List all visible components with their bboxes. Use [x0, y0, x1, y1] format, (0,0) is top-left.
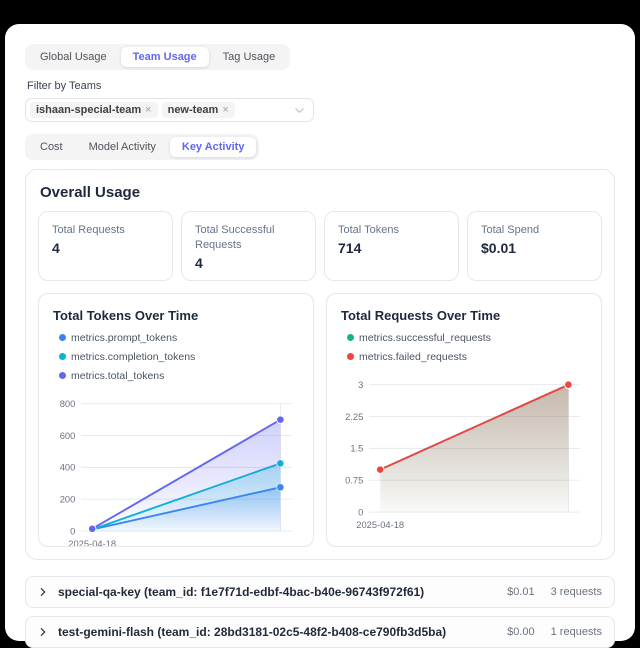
key-row-test-gemini-flash[interactable]: test-gemini-flash (team_id: 28bd3181-02c… [25, 616, 615, 648]
stat-label: Total Requests [52, 224, 125, 236]
svg-text:400: 400 [60, 463, 76, 473]
legend-dot-icon [347, 353, 354, 360]
svg-text:600: 600 [60, 431, 76, 441]
key-rows-list: special-qa-key (team_id: f1e7f71d-edbf-4… [25, 576, 615, 648]
svg-text:0.75: 0.75 [345, 475, 363, 485]
svg-text:1.5: 1.5 [350, 444, 363, 454]
stat-label: Total Tokens [338, 224, 399, 236]
chart-title: Total Requests Over Time [341, 308, 501, 323]
tokens-over-time-chart: 0 200 400 600 800 2025-04-18 [60, 399, 292, 547]
stat-value: 4 [52, 239, 60, 256]
svg-text:800: 800 [60, 399, 76, 409]
usage-tabbar: Global Usage Team Usage Tag Usage [25, 44, 291, 70]
stat-total-spend: Total Spend $0.01 [467, 211, 602, 281]
requests-over-time-chart: 0 0.75 1.5 2.25 3 2025-04-18 [345, 380, 580, 530]
stat-total-successful-requests: Total Successful Requests 4 [181, 211, 316, 281]
chevron-down-icon[interactable] [294, 105, 305, 116]
remove-tag-icon[interactable]: × [222, 104, 229, 116]
stat-value: 4 [195, 254, 203, 271]
legend-item: metrics.total_tokens [59, 368, 164, 383]
total-tokens-chart-card: Total Tokens Over Time metrics.prompt_to… [38, 293, 314, 547]
filter-by-teams-label: Filter by Teams [27, 80, 102, 92]
stat-total-tokens: Total Tokens 714 [324, 211, 459, 281]
remove-tag-icon[interactable]: × [145, 104, 152, 116]
legend-label: metrics.failed_requests [359, 350, 467, 363]
chart-legend: metrics.successful_requests metrics.faile… [347, 330, 589, 364]
key-row-special-qa-key[interactable]: special-qa-key (team_id: f1e7f71d-edbf-4… [25, 576, 615, 608]
key-spend: $0.01 [507, 586, 535, 598]
legend-dot-icon [347, 334, 354, 341]
legend-dot-icon [59, 372, 66, 379]
charts-grid: Total Tokens Over Time metrics.prompt_to… [38, 293, 602, 547]
activity-tabbar: Cost Model Activity Key Activity [25, 134, 260, 160]
team-filter-select[interactable]: ishaan-special-team × new-team × [25, 98, 314, 122]
tab-global-usage[interactable]: Global Usage [40, 51, 107, 63]
total-requests-chart-card: Total Requests Over Time metrics.success… [326, 293, 602, 547]
team-tag[interactable]: ishaan-special-team × [30, 102, 158, 118]
legend-label: metrics.prompt_tokens [71, 331, 178, 344]
team-tag-label: ishaan-special-team [36, 104, 142, 116]
legend-item: metrics.prompt_tokens [59, 330, 177, 345]
key-spend: $0.00 [507, 626, 535, 638]
overall-usage-title: Overall Usage [40, 184, 141, 201]
dashboard-page: Global Usage Team Usage Tag Usage Filter… [5, 24, 635, 648]
legend-item: metrics.failed_requests [347, 349, 467, 364]
chevron-right-icon [38, 587, 48, 597]
key-request-count: 1 requests [550, 626, 602, 638]
legend-label: metrics.successful_requests [359, 331, 491, 344]
tab-cost[interactable]: Cost [40, 141, 63, 153]
tab-model-activity[interactable]: Model Activity [88, 141, 156, 153]
svg-text:0: 0 [358, 507, 363, 517]
stat-value: 714 [338, 239, 362, 256]
team-tag-label: new-team [167, 104, 219, 116]
key-name: special-qa-key (team_id: f1e7f71d-edbf-4… [58, 585, 425, 599]
stat-value: $0.01 [481, 239, 517, 256]
stat-total-requests: Total Requests 4 [38, 211, 173, 281]
chart-title: Total Tokens Over Time [53, 308, 199, 323]
svg-text:0: 0 [70, 526, 75, 536]
chevron-right-icon [38, 627, 48, 637]
overall-usage-card: Overall Usage Total Requests 4 Total Suc… [25, 169, 615, 560]
legend-dot-icon [59, 353, 66, 360]
stats-grid: Total Requests 4 Total Successful Reques… [38, 211, 602, 281]
svg-text:2025-04-18: 2025-04-18 [356, 520, 404, 530]
legend-dot-icon [59, 334, 66, 341]
legend-item: metrics.completion_tokens [59, 349, 195, 364]
svg-text:2.25: 2.25 [345, 412, 363, 422]
legend-item: metrics.successful_requests [347, 330, 491, 345]
legend-label: metrics.total_tokens [71, 369, 165, 382]
svg-text:3: 3 [358, 380, 363, 390]
svg-text:2025-04-18: 2025-04-18 [68, 539, 116, 547]
tab-team-usage[interactable]: Team Usage [120, 47, 209, 67]
svg-text:200: 200 [60, 494, 76, 504]
key-name: test-gemini-flash (team_id: 28bd3181-02c… [58, 625, 447, 639]
chart-legend: metrics.prompt_tokens metrics.completion_… [59, 330, 301, 383]
legend-label: metrics.completion_tokens [71, 350, 196, 363]
stat-label: Total Successful Requests [195, 224, 275, 251]
team-tag[interactable]: new-team × [161, 102, 235, 118]
tab-tag-usage[interactable]: Tag Usage [222, 51, 276, 63]
stat-label: Total Spend [481, 224, 540, 236]
tab-key-activity[interactable]: Key Activity [169, 137, 257, 157]
key-request-count: 3 requests [550, 586, 602, 598]
